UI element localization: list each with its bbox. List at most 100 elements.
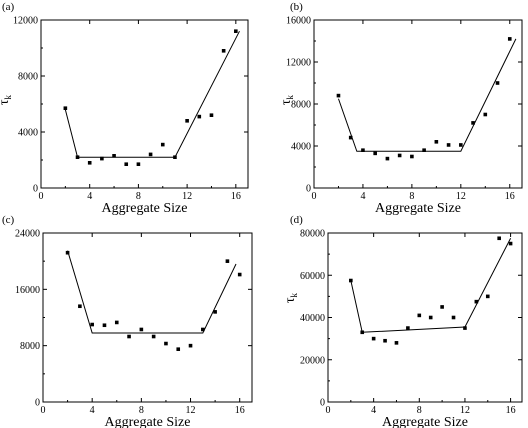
- panel-c-data-point-4: [114, 320, 119, 325]
- panel-c-data-point-6: [139, 327, 144, 332]
- panel-a: 0 4 8 12 16 0 4000 8000 12000 (a) Aggregate Size τk: [0, 1, 249, 216]
- panel-d-x-tick-label-2: 8: [417, 405, 422, 416]
- panel-d-data-point-8: [440, 305, 444, 309]
- panel-b-label: (b): [290, 1, 303, 13]
- panel-d-data-point-7: [428, 315, 433, 320]
- panel-c: 0 4 8 12 16 0 8000 16000 24000(c) Aggregate Size: [2, 214, 253, 428]
- panel-b-x-tick-label-1: 4: [360, 191, 365, 202]
- panel-c-y-tick-label-1: 8000: [20, 341, 40, 352]
- panel-c-data-point-10: [188, 343, 193, 348]
- panel-c-data-point-14: [237, 272, 242, 277]
- panel-a-x-tick-label-2: 8: [136, 191, 141, 202]
- panel-c-y-tick-label-3: 24000: [15, 229, 40, 240]
- panel-b-data-point-1: [348, 135, 353, 140]
- panel-c-frame: [42, 232, 253, 403]
- panel-b-y-tick-label-1: 4000: [291, 142, 311, 153]
- panel-c-data-point-11: [201, 327, 205, 332]
- panel-d-data-point-9: [451, 315, 456, 320]
- panel-a-data-point-4: [112, 154, 116, 158]
- panel-b-data-point-2: [361, 148, 365, 152]
- panel-b-y-tick-label-3: 12000: [286, 58, 311, 69]
- panel-b-data-point-9: [446, 143, 451, 147]
- panel-c-data-point-12: [213, 310, 217, 314]
- panel-b-y-axis-title: τk: [279, 94, 295, 105]
- panel-d-data-point-4: [394, 341, 399, 345]
- panel-a-data-point-5: [124, 162, 129, 166]
- panel-d-data-point-11: [474, 299, 479, 304]
- panel-b-data-point-5: [397, 153, 402, 158]
- panel-c-x-axis-title: Aggregate Size: [105, 415, 191, 428]
- panel-d-frame: [327, 232, 523, 403]
- panel-c-x-tick-label-0: 0: [41, 405, 46, 416]
- panel-a-data-point-11: [197, 114, 202, 119]
- panel-c-data-point-2: [90, 322, 94, 327]
- panel-a-y-tick-label-1: 4000: [18, 128, 38, 139]
- panel-a-data-point-0: [63, 106, 68, 110]
- panel-c-data-point-8: [164, 341, 168, 346]
- panel-c-y-tick-label-2: 16000: [15, 285, 40, 296]
- panel-d-data-point-3: [383, 338, 387, 343]
- panel-a-x-axis-title: Aggregate Size: [102, 201, 188, 216]
- panel-b-data-point-12: [483, 112, 488, 117]
- panel-a-data-point-3: [100, 156, 104, 161]
- panel-b-x-tick-label-0: 0: [312, 191, 317, 202]
- panel-c-x-tick-label-1: 4: [90, 405, 95, 416]
- panel-d-data-point-13: [497, 236, 501, 241]
- panel-b-data-point-4: [385, 156, 390, 161]
- panel-a-data-point-6: [136, 162, 141, 166]
- panel-d-x-axis-title: Aggregate Size: [382, 415, 468, 428]
- panel-d-y-tick-label-0: 0: [320, 398, 325, 409]
- panel-b-data-point-10: [459, 143, 463, 147]
- panel-a-frame: [40, 19, 249, 189]
- panel-d-y-tick-label-2: 40000: [300, 313, 325, 324]
- panel-c-data-point-7: [151, 334, 156, 339]
- panel-b-x-axis-title: Aggregate Size: [375, 201, 461, 216]
- panel-d-data-point-2: [371, 336, 376, 341]
- panel-c-x-tick-label-2: 8: [139, 405, 144, 416]
- panel-a-x-tick-label-0: 0: [39, 191, 44, 202]
- panel-c-data-point-0: [65, 250, 70, 255]
- panel-d-data-point-1: [360, 330, 365, 335]
- panel-c-data-point-1: [78, 304, 82, 309]
- panel-c-x-tick-label-3: 12: [186, 405, 196, 416]
- panel-a-y-tick-label-2: 8000: [18, 72, 38, 83]
- panel-b-data-point-3: [373, 151, 377, 156]
- panel-a-x-tick-label-1: 4: [87, 191, 92, 202]
- panel-b-x-tick-label-4: 16: [505, 191, 515, 202]
- panel-b-y-tick-label-4: 16000: [286, 16, 311, 27]
- panel-a-y-axis-title: τk: [0, 94, 13, 105]
- panel-c-data-point-13: [225, 259, 230, 263]
- panel-b-data-point-11: [471, 121, 475, 125]
- panel-d-y-axis-title: τk: [283, 292, 299, 303]
- panel-a-y-tick-label-3: 12000: [13, 16, 38, 27]
- panel-b-frame: [313, 19, 523, 189]
- panel-d-y-tick-label-3: 60000: [300, 271, 325, 282]
- panel-a-x-tick-label-3: 12: [182, 191, 192, 202]
- panel-b-data-point-0: [336, 93, 341, 98]
- panel-d-data-point-12: [485, 294, 490, 299]
- panel-b-x-tick-label-2: 8: [409, 191, 414, 202]
- panel-a-data-point-10: [185, 119, 189, 123]
- panel-d-x-tick-label-3: 12: [460, 405, 470, 416]
- panel-a-y-tick-label-0: 0: [33, 184, 38, 195]
- panel-d-y-tick-label-4: 80000: [300, 229, 325, 240]
- panel-a-data-point-12: [209, 113, 214, 117]
- panel-d-data-point-0: [349, 278, 353, 283]
- panel-b-data-point-8: [434, 140, 439, 144]
- panel-d-x-tick-label-0: 0: [326, 405, 331, 416]
- panel-c-fit-line: [67, 250, 237, 334]
- panel-b-y-tick-label-2: 8000: [291, 100, 311, 111]
- panel-a-data-point-9: [173, 155, 177, 159]
- panel-d-data-point-10: [463, 326, 467, 330]
- panel-c-y-tick-label-0: 0: [35, 398, 40, 409]
- panel-a-data-point-14: [234, 29, 238, 33]
- panel-c-data-point-3: [102, 323, 107, 328]
- panel-d-data-point-6: [417, 313, 422, 318]
- panel-a-x-tick-label-4: 16: [231, 191, 241, 202]
- panel-d-data-point-14: [508, 241, 513, 246]
- panel-d-y-tick-label-1: 20000: [300, 355, 325, 366]
- panel-a-data-point-7: [148, 152, 153, 157]
- panel-d-x-tick-label-4: 16: [506, 405, 516, 416]
- panel-c-data-point-9: [176, 347, 181, 351]
